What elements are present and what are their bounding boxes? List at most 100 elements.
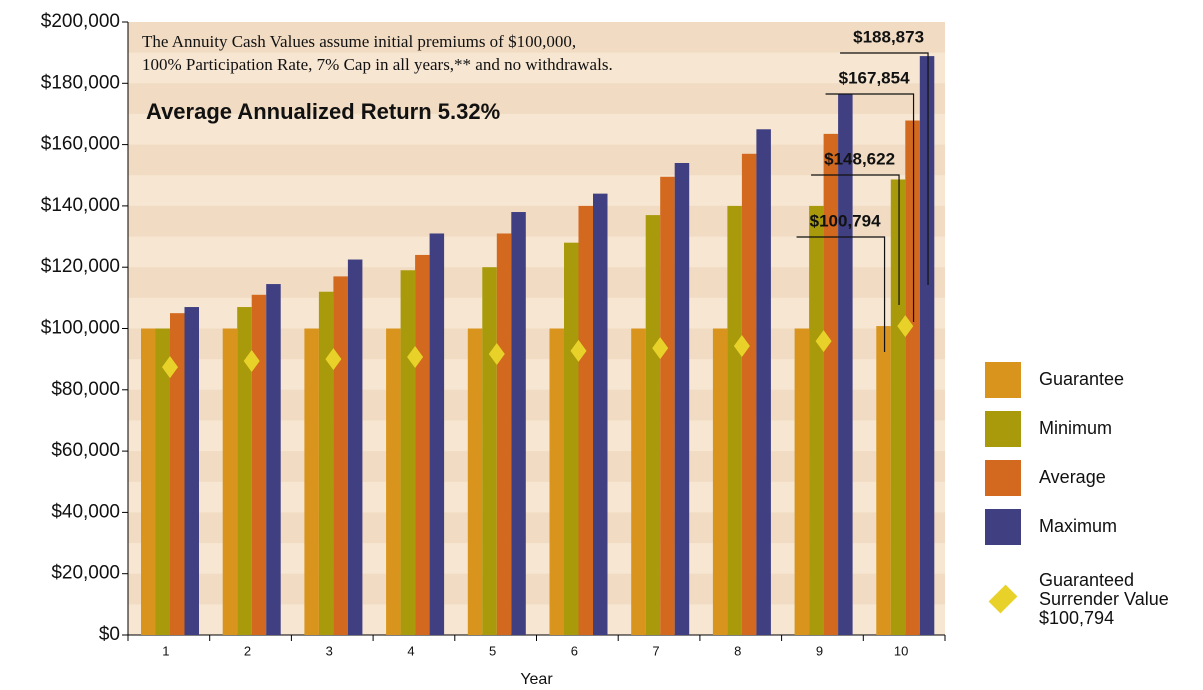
- bar: [467, 328, 483, 635]
- bar: [482, 267, 497, 635]
- bar: [184, 307, 199, 635]
- y-tick-label: $160,000: [41, 134, 120, 155]
- callout-label: $148,622: [824, 149, 895, 168]
- bar: [304, 328, 319, 635]
- y-tick-label: $40,000: [51, 501, 120, 522]
- legend-item: Guaranteed Surrender Value $100,794: [985, 559, 1203, 639]
- bar: [578, 205, 593, 635]
- surrender-marker: [488, 342, 505, 365]
- legend-label: Average: [1039, 467, 1106, 487]
- bar: [712, 328, 728, 635]
- plot-stripe: [128, 144, 945, 176]
- legend-item: Maximum: [985, 502, 1203, 551]
- legend-label: Guarantee: [1039, 369, 1125, 389]
- bar: [727, 205, 742, 635]
- x-tick-label: 8: [734, 643, 741, 658]
- plot-stripe: [128, 205, 945, 237]
- bar: [631, 328, 646, 635]
- bar: [347, 259, 363, 635]
- surrender-marker: [243, 349, 260, 372]
- bar: [400, 270, 416, 635]
- bar: [794, 328, 810, 635]
- bar: [645, 215, 661, 635]
- y-tick-label: $100,000: [41, 318, 120, 339]
- y-tick-label: $0: [99, 624, 120, 645]
- callout-label: $100,794: [810, 211, 881, 230]
- bar: [237, 307, 252, 635]
- legend-item: Average: [985, 453, 1203, 502]
- y-tick-label: $20,000: [51, 563, 120, 584]
- callout-line: [811, 174, 900, 305]
- bar: [674, 162, 690, 636]
- bar: [429, 233, 445, 636]
- y-tick-label: $60,000: [51, 440, 120, 461]
- bar: [756, 129, 771, 635]
- bar: [593, 193, 608, 635]
- bar: [155, 328, 170, 635]
- bar: [415, 254, 430, 635]
- bar: [876, 326, 891, 635]
- callout-line: [825, 93, 915, 322]
- bar: [905, 120, 920, 636]
- x-tick-label: 4: [407, 643, 414, 658]
- bar: [170, 313, 185, 635]
- bar: [222, 328, 238, 635]
- bar: [266, 284, 281, 635]
- callout-label: $167,854: [839, 68, 910, 87]
- bar: [318, 291, 334, 635]
- y-tick-label: $180,000: [41, 72, 120, 93]
- surrender-marker: [407, 346, 424, 369]
- bar: [890, 179, 906, 635]
- bar: [496, 233, 512, 636]
- bar: [333, 276, 348, 635]
- y-tick-label: $80,000: [51, 379, 120, 400]
- legend-item: Minimum: [985, 404, 1203, 453]
- x-tick-label: 6: [571, 643, 578, 658]
- legend-swatch: [985, 361, 1021, 398]
- x-tick-label: 7: [652, 643, 659, 658]
- legend: Guarantee Minimum Average Maximum Guaranteed…: [985, 355, 1203, 639]
- bar: [251, 294, 267, 635]
- bar: [919, 56, 935, 636]
- bar: [386, 328, 401, 635]
- surrender-marker: [897, 315, 914, 338]
- x-tick-label: 2: [244, 643, 251, 658]
- bar: [823, 133, 839, 635]
- bar: [809, 205, 824, 635]
- y-tick-label: $140,000: [41, 195, 120, 216]
- x-axis-label: Year: [520, 671, 553, 688]
- plot-stripe: [128, 83, 945, 114]
- legend-label: Maximum: [1039, 516, 1118, 536]
- surrender-marker: [162, 356, 178, 379]
- y-tick-label: $200,000: [41, 11, 120, 32]
- x-tick-label: 1: [162, 643, 169, 658]
- surrender-marker: [652, 337, 669, 360]
- callout-line: [840, 52, 929, 285]
- x-tick-label: 9: [816, 643, 823, 658]
- annotation: 100% Participation Rate, 7% Cap in all y…: [142, 55, 613, 74]
- x-tick-label: 3: [326, 643, 333, 658]
- callout-line: [796, 236, 886, 352]
- legend-label: Guaranteed Surrender Value $100,794: [1039, 569, 1169, 628]
- bar: [511, 212, 526, 635]
- bar: [141, 328, 156, 635]
- surrender-marker: [570, 339, 587, 362]
- callout-label: $188,873: [853, 27, 924, 46]
- surrender-marker: [815, 330, 832, 353]
- bar: [549, 328, 564, 635]
- bar: [660, 176, 675, 635]
- bar: [564, 242, 579, 635]
- x-tick-label: 10: [894, 643, 908, 658]
- surrender-marker: [325, 348, 342, 371]
- annotation: The Annuity Cash Values assume initial p…: [142, 32, 576, 51]
- plot-stripe: [128, 267, 945, 298]
- bar: [741, 153, 757, 636]
- bar: [838, 94, 853, 636]
- legend-swatch: [988, 584, 1018, 614]
- x-tick-label: 5: [489, 643, 496, 658]
- legend-swatch: [985, 410, 1021, 447]
- legend-swatch: [985, 459, 1021, 496]
- legend-item: Guarantee: [985, 355, 1203, 404]
